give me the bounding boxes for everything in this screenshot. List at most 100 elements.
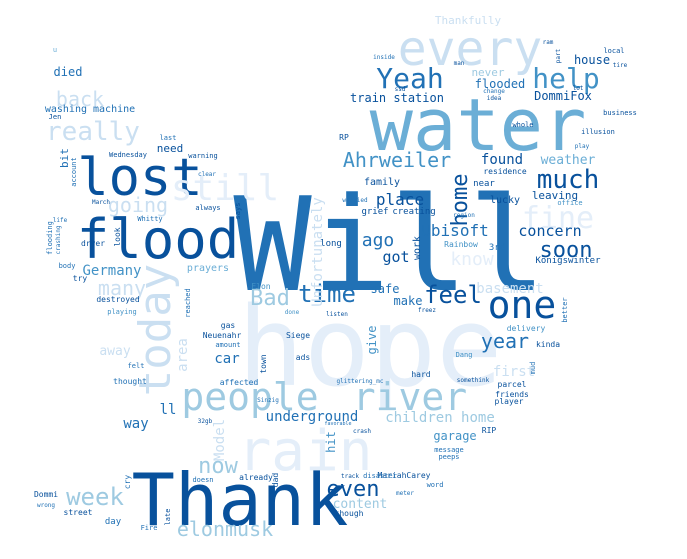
cloud-word: Fire [141, 524, 158, 532]
cloud-word: ago [362, 230, 395, 251]
cloud-word: car [214, 351, 239, 367]
cloud-word: parcel [498, 380, 527, 389]
cloud-word: home [448, 174, 473, 227]
cloud-word: died [54, 65, 83, 79]
cloud-word: hope [238, 283, 503, 411]
cloud-word: playing [107, 308, 137, 316]
cloud-word: week [66, 483, 124, 511]
cloud-word: Rainbow [444, 240, 478, 249]
cloud-word: found [481, 152, 523, 168]
cloud-word: flooding [46, 221, 54, 255]
cloud-word: garage [433, 429, 476, 443]
cloud-word: prayers [187, 263, 229, 274]
cloud-word: done [285, 309, 300, 316]
cloud-word: worried [342, 197, 368, 204]
cloud-word: Whitty [137, 215, 162, 223]
cloud-word: idea [487, 95, 502, 102]
cloud-word: 3rd [489, 243, 505, 253]
cloud-word: local [603, 47, 624, 55]
cloud-word: track [341, 473, 359, 480]
cloud-word: work [412, 236, 423, 260]
cloud-word: ads [296, 353, 311, 362]
cloud-word: tire [613, 62, 628, 69]
cloud-word: player [495, 397, 524, 406]
cloud-word: much [537, 165, 600, 195]
cloud-word: still [171, 168, 279, 209]
cloud-word: inside [373, 54, 395, 61]
cloud-word: illusion [581, 128, 615, 136]
cloud-word: Will [233, 169, 546, 321]
cloud-word: bit [58, 148, 71, 168]
cloud-word: affected [220, 378, 259, 387]
cloud-word: day [105, 517, 122, 527]
cloud-word: residence [483, 167, 527, 176]
cloud-word: word [427, 481, 444, 489]
cloud-word: reached [184, 288, 192, 318]
cloud-word: March [92, 199, 110, 206]
cloud-word: disaster [363, 472, 397, 480]
cloud-word: today [130, 264, 181, 396]
cloud-word: place [376, 190, 424, 209]
cloud-word: washing machine [45, 104, 135, 115]
cloud-word: favorable [324, 421, 351, 427]
cloud-word: RIP [482, 426, 497, 435]
cloud-word: play [575, 143, 590, 150]
cloud-word: change [483, 88, 505, 95]
cloud-word: grief [361, 207, 388, 217]
cloud-word: always [195, 204, 220, 212]
cloud-word: office [557, 199, 582, 207]
cloud-word: ssd [395, 86, 406, 93]
cloud-word: account [70, 157, 78, 187]
cloud-word: house [574, 53, 610, 67]
cloud-word: people [181, 375, 318, 419]
cloud-word: cry [123, 475, 132, 490]
cloud-word: better [561, 297, 569, 322]
cloud-word: children home [385, 410, 495, 426]
cloud-word: Neuenahr [203, 331, 242, 340]
cloud-word: whole [512, 121, 533, 129]
cloud-word: lot [573, 85, 584, 92]
cloud-word: know [450, 249, 494, 270]
cloud-word: body [59, 262, 76, 270]
cloud-word: content [333, 497, 388, 512]
cloud-word: give [365, 326, 379, 355]
cloud-word: Königswinter [535, 256, 601, 266]
cloud-word: many [98, 276, 146, 300]
cloud-word: clear [198, 171, 216, 178]
cloud-word: long [320, 239, 342, 249]
cloud-word: Unfortunately [310, 197, 326, 307]
cloud-word: Yeah [376, 62, 443, 95]
cloud-word: u [53, 46, 57, 54]
cloud-word: year [481, 329, 529, 353]
cloud-word: way [123, 416, 148, 432]
cloud-word: town [259, 354, 268, 373]
cloud-word: try [73, 274, 88, 283]
cloud-word: says [234, 203, 242, 220]
cloud-word: going [108, 193, 168, 217]
cloud-word: mud [529, 362, 537, 375]
cloud-word: Elon [251, 282, 270, 291]
cloud-word: Ahrweiler [343, 148, 451, 172]
cloud-word: Sinzig [257, 397, 279, 404]
cloud-word: one [488, 283, 557, 327]
cloud-word: concern [518, 222, 581, 240]
cloud-word: hit [324, 431, 338, 453]
cloud-word: dad [271, 473, 280, 488]
cloud-word: flooded [475, 77, 526, 91]
cloud-word: street [64, 508, 93, 517]
cloud-word: lost [77, 148, 202, 208]
cloud-word: Thank [132, 458, 349, 542]
cloud-word: time [298, 280, 356, 308]
cloud-word: dryer [81, 239, 105, 248]
cloud-word: DommiFox [534, 89, 592, 103]
cloud-word: feel [424, 281, 482, 309]
cloud-word: safe [371, 282, 400, 296]
cloud-word: weather [541, 153, 596, 168]
cloud-word: Wednesday [109, 151, 147, 159]
cloud-word: train station [350, 91, 444, 105]
cloud-word: rain [238, 419, 373, 484]
cloud-word: elonmusk [177, 517, 273, 541]
cloud-word: soon [540, 238, 593, 263]
cloud-word: never [471, 66, 504, 79]
